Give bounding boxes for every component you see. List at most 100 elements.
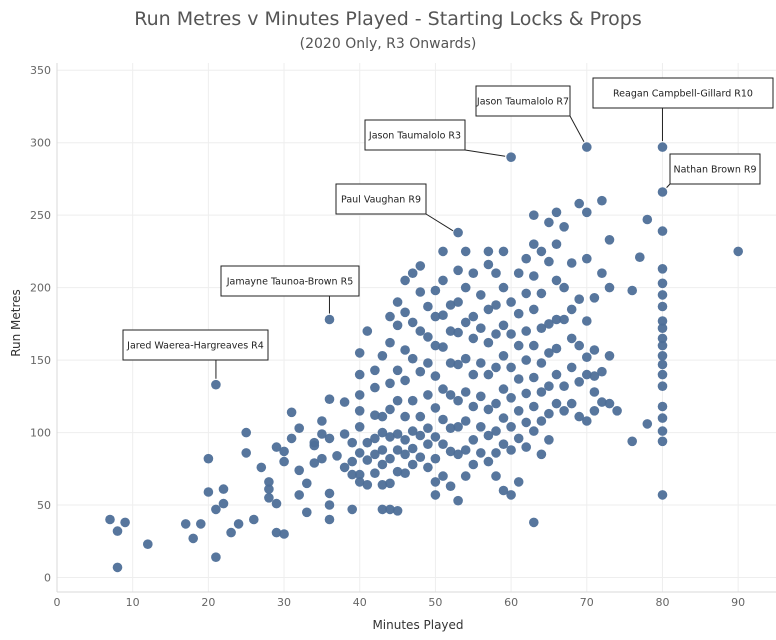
x-tick-label: 20 bbox=[201, 596, 215, 609]
data-point bbox=[385, 478, 395, 489]
y-tick-label: 50 bbox=[37, 499, 51, 512]
callout-leader bbox=[666, 183, 671, 188]
data-point bbox=[392, 506, 403, 516]
y-tick-label: 300 bbox=[30, 137, 51, 150]
data-point bbox=[566, 304, 577, 315]
y-tick-label: 200 bbox=[30, 282, 51, 295]
callout-leader bbox=[569, 115, 585, 143]
data-point bbox=[566, 398, 577, 409]
data-point bbox=[370, 449, 380, 460]
data-point bbox=[657, 381, 668, 392]
data-point bbox=[513, 477, 524, 487]
data-point bbox=[294, 490, 305, 500]
data-point bbox=[453, 327, 463, 338]
data-point bbox=[483, 337, 494, 348]
data-point bbox=[460, 282, 471, 293]
data-point bbox=[657, 264, 668, 274]
data-point bbox=[233, 519, 244, 529]
data-point bbox=[513, 308, 524, 319]
data-point bbox=[241, 448, 251, 458]
data-point bbox=[536, 358, 547, 368]
data-point bbox=[498, 246, 509, 257]
data-point bbox=[513, 374, 524, 384]
data-point bbox=[400, 275, 410, 286]
data-point bbox=[445, 390, 456, 400]
data-point bbox=[657, 278, 668, 289]
data-point bbox=[460, 471, 471, 481]
data-point bbox=[430, 285, 441, 296]
data-point bbox=[354, 348, 365, 358]
data-point bbox=[430, 453, 441, 464]
data-point bbox=[317, 429, 327, 439]
data-point bbox=[286, 407, 297, 418]
data-point bbox=[498, 320, 509, 331]
callout-label: Jason Taumalolo R3 bbox=[368, 131, 461, 142]
callout-box bbox=[220, 265, 360, 297]
data-point bbox=[536, 288, 547, 299]
data-point bbox=[491, 300, 501, 310]
data-point bbox=[279, 446, 289, 457]
data-point bbox=[582, 207, 592, 218]
data-point bbox=[347, 469, 358, 480]
data-point bbox=[476, 358, 486, 368]
data-point bbox=[415, 411, 426, 422]
data-point bbox=[574, 340, 584, 351]
data-point bbox=[354, 422, 365, 432]
data-point bbox=[392, 445, 403, 455]
data-point bbox=[385, 311, 395, 322]
data-point bbox=[574, 294, 584, 305]
data-point bbox=[635, 252, 645, 262]
data-point bbox=[657, 187, 668, 197]
data-point bbox=[506, 362, 516, 373]
annotations: Reagan Campbell-Gillard R10 Jason Taumalo… bbox=[122, 77, 774, 379]
data-point bbox=[392, 466, 403, 477]
data-point bbox=[324, 500, 335, 510]
data-point bbox=[657, 323, 668, 334]
data-point bbox=[385, 337, 395, 348]
data-point bbox=[218, 484, 229, 494]
data-point bbox=[536, 416, 547, 426]
data-point bbox=[445, 300, 456, 310]
data-point bbox=[286, 433, 297, 444]
data-point bbox=[309, 440, 320, 451]
data-point bbox=[226, 527, 236, 538]
data-point bbox=[476, 323, 486, 334]
data-point bbox=[354, 448, 365, 458]
data-point bbox=[513, 340, 524, 351]
data-point bbox=[264, 493, 274, 503]
data-point bbox=[430, 432, 441, 442]
data-point bbox=[559, 406, 569, 416]
data-point bbox=[536, 449, 547, 460]
data-point bbox=[317, 416, 327, 426]
data-point bbox=[506, 393, 516, 403]
data-point bbox=[445, 481, 456, 492]
data-point bbox=[642, 419, 653, 429]
y-tick-label: 250 bbox=[30, 209, 51, 222]
data-point bbox=[385, 504, 395, 515]
data-point bbox=[521, 388, 531, 399]
data-point bbox=[324, 514, 335, 525]
x-tick-label: 40 bbox=[353, 596, 367, 609]
data-point bbox=[498, 351, 509, 361]
data-point bbox=[582, 142, 592, 152]
data-point bbox=[627, 285, 637, 296]
data-point bbox=[521, 355, 531, 365]
data-point bbox=[377, 504, 388, 515]
x-tick-label: 0 bbox=[54, 596, 61, 609]
data-point bbox=[566, 333, 577, 344]
data-point bbox=[612, 406, 622, 416]
data-point bbox=[112, 562, 123, 573]
data-point bbox=[370, 433, 380, 444]
data-point bbox=[483, 304, 494, 315]
data-point bbox=[362, 455, 373, 465]
data-point bbox=[362, 480, 373, 490]
data-point bbox=[521, 288, 531, 299]
data-point bbox=[377, 445, 388, 455]
y-tick-label: 150 bbox=[30, 354, 51, 367]
data-point bbox=[453, 495, 463, 506]
data-point bbox=[491, 329, 501, 339]
callout-box bbox=[335, 183, 427, 215]
data-point bbox=[460, 387, 471, 397]
data-point bbox=[430, 340, 441, 351]
